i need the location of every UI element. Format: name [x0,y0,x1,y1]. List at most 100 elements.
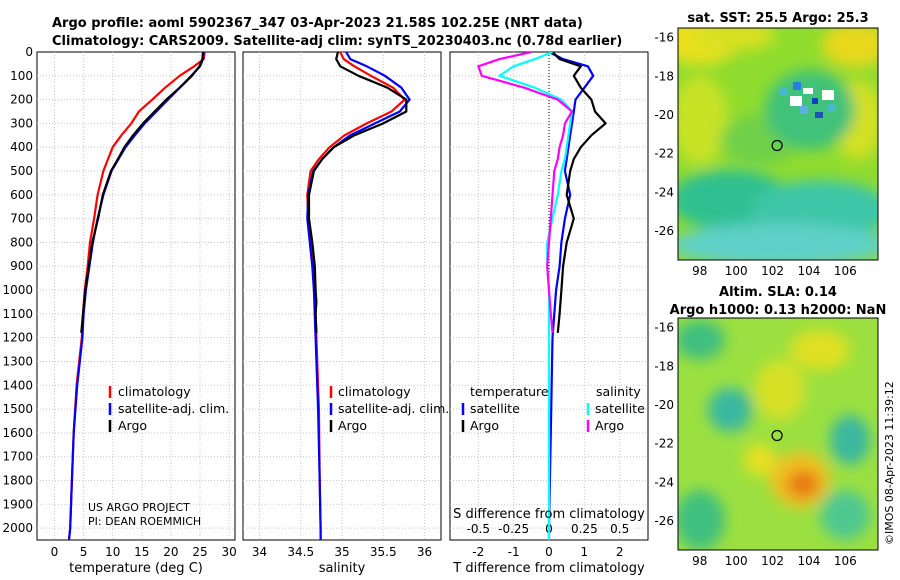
legend-label-satellite-adj: satellite-adj. clim. [338,401,449,416]
legend-label-s-satellite: satellite [595,401,645,416]
sst-map-ytick-label: -20 [654,108,674,122]
difference-xtick-label: 0 [545,545,553,559]
difference-xlabel-top: S difference from climatology [453,507,645,522]
sst-map-xtick-label: 102 [761,264,784,278]
legend-label-argo: Argo [338,418,367,433]
sst-map-xtick-label: 106 [834,264,857,278]
grid-lines [37,52,648,540]
depth-tick-label: 1000 [2,283,33,297]
depth-tick-label: 1400 [2,378,33,392]
temperature-xtick-label: 5 [80,545,88,559]
salinity-line-argo [307,52,408,333]
altim-map-xtick-label: 100 [725,554,748,568]
sst-map-xtick-label: 104 [797,264,820,278]
difference-xtick-label: -1 [508,545,520,559]
depth-tick-label: 500 [10,164,33,178]
credit-line1: US ARGO PROJECT [88,501,190,514]
legend-label-climatology: climatology [118,384,191,399]
altim-map-title-line2: Argo h1000: 0.13 h2000: NaN [670,303,887,318]
salinity-legend: climatology satellite-adj. clim. Argo [329,384,449,433]
depth-tick-label: 1600 [2,426,33,440]
temperature-axes [36,51,236,541]
altim-map-image [678,318,878,550]
salinity-xtick-label: 34 [252,545,267,559]
altim-map-xtick-label: 106 [834,554,857,568]
difference-line-s-argo [477,52,574,333]
figure-title-line2: Climatology: CARS2009. Satellite-adj cli… [52,34,622,49]
altim-map-ytick-label: -18 [654,359,674,373]
altim-map-ytick-label: -20 [654,398,674,412]
sst-map-ytick-label: -24 [654,185,674,199]
sst-map-xtick-label: 100 [725,264,748,278]
legend-title-temperature: temperature [470,384,549,399]
salinity-xtick-label: 36 [417,545,432,559]
temperature-xtick-label: 20 [163,545,178,559]
map-tick-labels: 98 100 102 104 106 -16 -18 -20 -22 -24 -26 98 100 102… [654,31,856,568]
altim-map-xtick-label: 104 [797,554,820,568]
depth-tick-label: 900 [10,259,33,273]
temperature-xtick-label: 15 [134,545,149,559]
depth-tick-label: 200 [10,93,33,107]
legend-label-argo: Argo [118,418,147,433]
profile-series [67,52,607,540]
depth-tick-label: 700 [10,212,33,226]
depth-tick-label: 400 [10,140,33,154]
difference-xtick-label: -2 [472,545,484,559]
sst-map-image [678,28,878,260]
legend-label-satellite-adj: satellite-adj. clim. [118,401,229,416]
x-tick-labels: 0 5 10 15 20 25 30 34 34.5 35 35.5 36 -2 -1 0 1 2 -0.5 -0.… [51,522,630,559]
legend-label-s-argo: Argo [595,418,624,433]
difference-xtick-top-label: -0.5 [467,522,490,536]
depth-tick-labels: 0 100 200 300 400 500 600 700 800 900 1000 1100 1200… [2,45,33,535]
altim-map-ytick-label: -16 [654,321,674,335]
sst-map-xtick-label: 98 [692,264,707,278]
difference-xlabel: T difference from climatology [452,561,645,576]
difference-xtick-label: 2 [616,545,624,559]
depth-tick-label: 1800 [2,473,33,487]
depth-tick-label: 2000 [2,521,33,535]
salinity-series-group [306,52,411,540]
legend-label-t-satellite: satellite [470,401,520,416]
credit-line2: PI: DEAN ROEMMICH [88,515,201,528]
altim-map-ytick-label: -26 [654,514,674,528]
legend-label-t-argo: Argo [470,418,499,433]
temperature-line-argo [80,52,205,333]
depth-tick-label: 1300 [2,354,33,368]
depth-tick-label: 1900 [2,497,33,511]
difference-line-t-satellite [547,52,595,540]
salinity-xlabel: salinity [319,561,366,576]
altim-map-xtick-label: 98 [692,554,707,568]
salinity-xtick-label: 35.5 [370,545,397,559]
salinity-xtick-label: 34.5 [287,545,314,559]
depth-tick-label: 1500 [2,402,33,416]
difference-series-group [477,52,607,540]
difference-legend-salinity: salinity satellite Argo [586,384,645,433]
depth-tick-label: 800 [10,235,33,249]
temperature-series-group [67,52,206,540]
salinity-xtick-label: 35 [334,545,349,559]
depth-tick-label: 0 [25,45,33,59]
difference-line-t-argo [551,52,607,334]
difference-xtick-top-label: 0.5 [610,522,629,536]
depth-tick-label: 300 [10,116,33,130]
legend-title-salinity: salinity [596,384,641,399]
temperature-legend: climatology satellite-adj. clim. Argo [108,384,229,433]
argo-float-marker-altim [771,429,783,442]
depth-tick-label: 1100 [2,307,33,321]
sst-map-ytick-label: -18 [654,69,674,83]
altim-map-title-line1: Altim. SLA: 0.14 [719,285,837,300]
depth-tick-label: 1200 [2,331,33,345]
sst-map-frame [677,27,879,261]
difference-xtick-top-label: -0.25 [498,522,529,536]
temperature-xlabel: temperature (deg C) [69,561,203,576]
depth-tick-label: 100 [10,69,33,83]
figure-title-line1: Argo profile: aoml 5902367_347 03-Apr-20… [52,16,583,31]
sst-map-title: sat. SST: 25.5 Argo: 25.3 [687,11,868,26]
temperature-xtick-label: 0 [51,545,59,559]
altim-map-ytick-label: -22 [654,437,674,451]
temperature-xtick-label: 10 [105,545,120,559]
sst-map-ytick-label: -22 [654,147,674,161]
temperature-xtick-label: 25 [192,545,207,559]
depth-tick-label: 600 [10,188,33,202]
